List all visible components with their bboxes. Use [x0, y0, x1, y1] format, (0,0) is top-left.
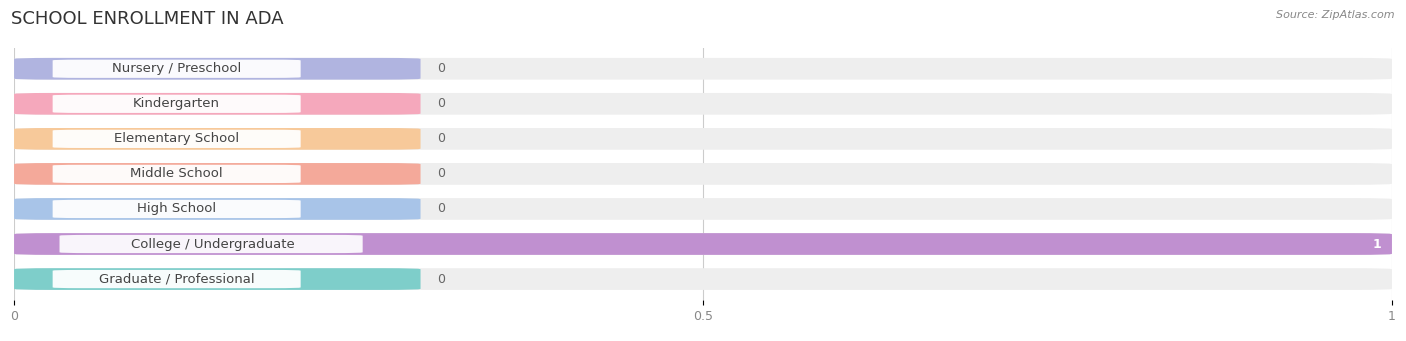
FancyBboxPatch shape: [59, 235, 363, 253]
FancyBboxPatch shape: [14, 58, 420, 80]
FancyBboxPatch shape: [14, 233, 1392, 255]
Text: 0: 0: [437, 62, 446, 75]
FancyBboxPatch shape: [14, 233, 1392, 255]
FancyBboxPatch shape: [52, 130, 301, 148]
FancyBboxPatch shape: [14, 128, 420, 150]
FancyBboxPatch shape: [52, 95, 301, 113]
Text: Nursery / Preschool: Nursery / Preschool: [112, 62, 242, 75]
FancyBboxPatch shape: [14, 268, 1392, 290]
FancyBboxPatch shape: [14, 93, 420, 115]
Text: Graduate / Professional: Graduate / Professional: [98, 272, 254, 285]
Text: 0: 0: [437, 272, 446, 285]
Text: College / Undergraduate: College / Undergraduate: [131, 237, 294, 251]
FancyBboxPatch shape: [14, 268, 420, 290]
Text: High School: High School: [138, 203, 217, 216]
FancyBboxPatch shape: [14, 163, 1392, 185]
Text: SCHOOL ENROLLMENT IN ADA: SCHOOL ENROLLMENT IN ADA: [11, 10, 284, 28]
FancyBboxPatch shape: [14, 198, 1392, 220]
FancyBboxPatch shape: [14, 198, 420, 220]
FancyBboxPatch shape: [52, 60, 301, 78]
Text: Elementary School: Elementary School: [114, 132, 239, 145]
FancyBboxPatch shape: [14, 128, 1392, 150]
FancyBboxPatch shape: [14, 93, 1392, 115]
Text: 1: 1: [1372, 237, 1381, 251]
Text: 0: 0: [437, 132, 446, 145]
Text: Source: ZipAtlas.com: Source: ZipAtlas.com: [1277, 10, 1395, 20]
Text: Middle School: Middle School: [131, 167, 224, 180]
FancyBboxPatch shape: [52, 200, 301, 218]
Text: Kindergarten: Kindergarten: [134, 97, 221, 110]
Text: 0: 0: [437, 167, 446, 180]
FancyBboxPatch shape: [14, 163, 420, 185]
Text: 0: 0: [437, 203, 446, 216]
FancyBboxPatch shape: [14, 58, 1392, 80]
FancyBboxPatch shape: [52, 270, 301, 288]
Text: 0: 0: [437, 97, 446, 110]
FancyBboxPatch shape: [52, 165, 301, 183]
